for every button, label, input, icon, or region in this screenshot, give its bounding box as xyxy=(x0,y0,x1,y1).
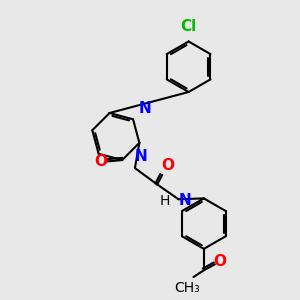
Text: CH₃: CH₃ xyxy=(175,281,200,295)
Text: O: O xyxy=(214,254,227,269)
Text: Cl: Cl xyxy=(181,19,197,34)
Text: O: O xyxy=(161,158,174,172)
Text: N: N xyxy=(178,193,191,208)
Text: O: O xyxy=(94,154,107,169)
Text: H: H xyxy=(160,194,170,208)
Text: N: N xyxy=(134,149,147,164)
Text: N: N xyxy=(138,101,151,116)
